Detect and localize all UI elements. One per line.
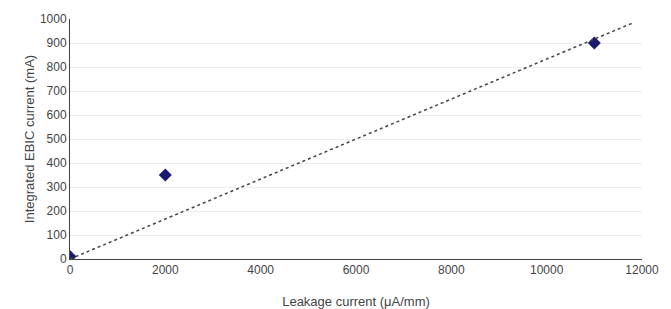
svg-text:0: 0: [67, 263, 74, 277]
svg-text:300: 300: [47, 180, 67, 194]
svg-text:Integrated EBIC current (mA): Integrated EBIC current (mA): [22, 55, 37, 223]
svg-text:400: 400: [47, 156, 67, 170]
svg-text:12000: 12000: [625, 263, 659, 277]
svg-text:500: 500: [47, 132, 67, 146]
svg-text:10000: 10000: [530, 263, 564, 277]
svg-text:8000: 8000: [438, 263, 465, 277]
svg-text:4000: 4000: [247, 263, 274, 277]
svg-text:200: 200: [47, 204, 67, 218]
svg-text:100: 100: [47, 228, 67, 242]
svg-text:2000: 2000: [152, 263, 179, 277]
svg-text:700: 700: [47, 84, 67, 98]
svg-text:600: 600: [47, 108, 67, 122]
svg-text:1000: 1000: [40, 12, 67, 26]
svg-text:900: 900: [47, 36, 67, 50]
svg-text:Leakage current (μA/mm): Leakage current (μA/mm): [282, 294, 430, 309]
svg-text:6000: 6000: [343, 263, 370, 277]
svg-text:0: 0: [60, 252, 67, 266]
svg-text:800: 800: [47, 60, 67, 74]
